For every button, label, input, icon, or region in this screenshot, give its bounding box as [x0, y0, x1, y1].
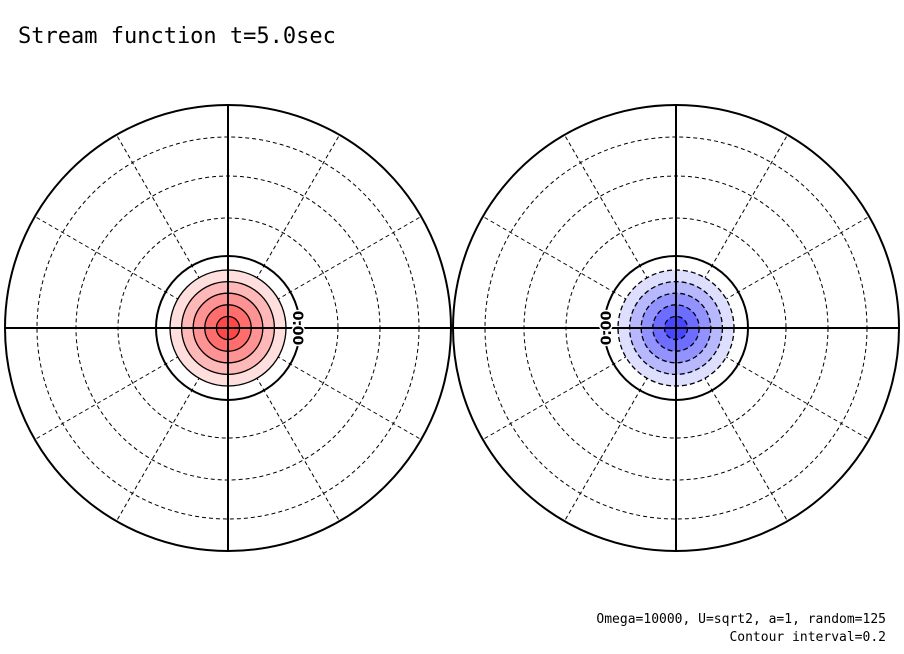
parameter-note: Omega=10000, U=sqrt2, a=1, random=125 — [596, 612, 886, 627]
southern-zero-contour-label: 0.00 — [599, 310, 615, 345]
southern-boundary-circle — [452, 104, 900, 552]
northern-zero-contour-label: 0.00 — [289, 311, 305, 346]
contour-interval-note: Contour interval=0.2 — [729, 630, 886, 645]
northern-boundary-circle — [4, 104, 452, 552]
chart-title: Stream function t=5.0sec — [18, 24, 336, 49]
